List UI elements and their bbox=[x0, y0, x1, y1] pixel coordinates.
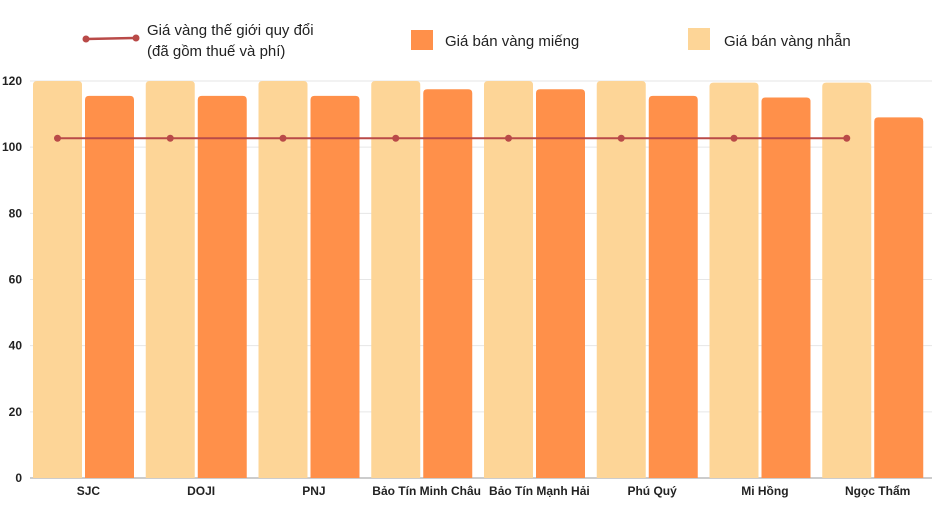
bar-gold-bar bbox=[874, 117, 924, 479]
legend-line-marker bbox=[82, 35, 90, 43]
x-axis: SJC DOJI PNJ Bảo Tín Minh Châu Bảo Tín Mạnh … bbox=[77, 484, 911, 498]
y-tick-label: 100 bbox=[2, 140, 22, 154]
y-tick-label: 40 bbox=[9, 339, 23, 353]
legend: Giá vàng thế giới quy đổi (đã gồm thuế v… bbox=[82, 22, 851, 60]
y-tick-label: 20 bbox=[9, 405, 23, 419]
bar-gold-bar bbox=[536, 89, 585, 478]
bar-ring-gold bbox=[484, 81, 533, 478]
line-point bbox=[279, 134, 287, 142]
line-point bbox=[505, 134, 512, 142]
x-tick-label: Phú Quý bbox=[627, 484, 677, 498]
line-point bbox=[54, 134, 61, 142]
bar-ring-gold bbox=[371, 81, 421, 478]
bar-ring-gold bbox=[145, 81, 195, 478]
legend-label-world-price: Giá vàng thế giới quy đổi bbox=[147, 22, 314, 39]
x-tick-label: Mi Hồng bbox=[741, 484, 788, 498]
y-tick-label: 60 bbox=[9, 273, 23, 287]
line-point bbox=[617, 134, 625, 142]
x-tick-label: Bảo Tín Mạnh Hải bbox=[489, 484, 590, 498]
bar-gold-bar bbox=[197, 95, 247, 478]
legend-swatch-ring-gold bbox=[688, 28, 710, 50]
bar-ring-gold bbox=[33, 81, 82, 478]
world-price-line bbox=[54, 134, 851, 142]
x-tick-label: PNJ bbox=[302, 484, 325, 498]
y-tick-label: 80 bbox=[9, 206, 23, 220]
bar-gold-bar bbox=[310, 95, 360, 478]
bar-gold-bar bbox=[648, 95, 698, 478]
y-tick-label: 0 bbox=[15, 471, 22, 485]
y-tick-label: 120 bbox=[2, 74, 22, 88]
bar-gold-bar bbox=[85, 95, 134, 478]
x-tick-label: Bảo Tín Minh Châu bbox=[372, 484, 481, 498]
line-point bbox=[166, 134, 174, 142]
bar-ring-gold bbox=[258, 81, 308, 478]
x-tick-label: Ngọc Thẩm bbox=[845, 484, 910, 498]
line-point bbox=[730, 134, 738, 142]
legend-line-swatch bbox=[85, 36, 137, 41]
bar-ring-gold bbox=[596, 81, 646, 478]
legend-label-bar-gold: Giá bán vàng miếng bbox=[445, 33, 579, 50]
legend-label-world-price-note: (đã gồm thuế và phí) bbox=[147, 43, 285, 60]
legend-label-ring-gold: Giá bán vàng nhẫn bbox=[724, 33, 851, 50]
bar-gold-bar bbox=[423, 89, 473, 478]
line-point bbox=[843, 134, 851, 142]
y-axis: 0 20 40 60 80 100 120 bbox=[2, 74, 22, 485]
line-point bbox=[392, 134, 400, 142]
legend-line-marker bbox=[132, 34, 140, 42]
x-tick-label: SJC bbox=[77, 484, 101, 498]
legend-swatch-bar-gold bbox=[411, 30, 433, 50]
bar-ring-gold bbox=[709, 82, 759, 478]
bars bbox=[33, 81, 924, 479]
bar-ring-gold bbox=[822, 82, 872, 478]
bar-gold-bar bbox=[761, 97, 811, 479]
x-tick-label: DOJI bbox=[187, 484, 215, 498]
